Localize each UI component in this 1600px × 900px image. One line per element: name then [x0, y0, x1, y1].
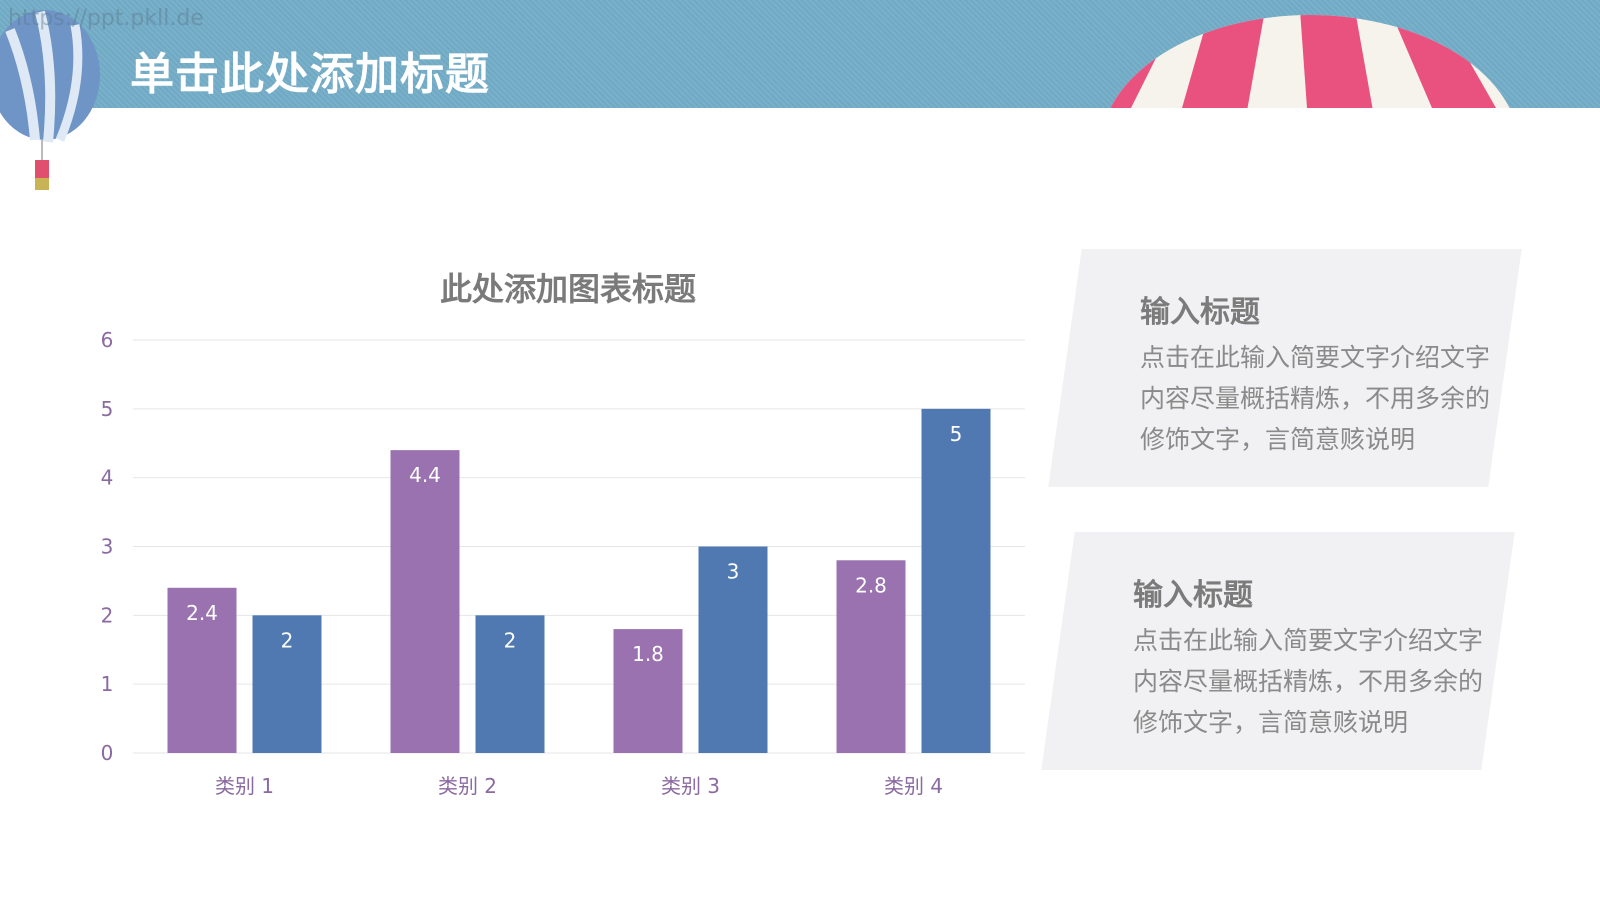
chart-title: 此处添加图表标题 — [440, 270, 696, 308]
card-title[interactable]: 输入标题 — [1140, 295, 1260, 330]
card-body[interactable]: 点击在此输入简要文字介绍文字内容尽量概括精炼，不用多余的修饰文字，言简意赅说明 — [1133, 626, 1484, 737]
info-card-2: 输入标题 点击在此输入简要文字介绍文字内容尽量概括精炼，不用多余的修饰文字，言简… — [1041, 532, 1515, 770]
bar — [475, 615, 545, 753]
bar — [836, 560, 906, 753]
data-label: 2 — [504, 628, 517, 652]
watermark: https://ppt.pkll.de — [8, 6, 204, 31]
x-tick-label: 类别 1 — [215, 774, 274, 798]
bar-chart: 此处添加图表标题 0 1 2 3 4 5 6 类别 1 2.4 2 类别 2 4.4 2 类别 3 1.8 3… — [101, 270, 1025, 798]
y-tick-label: 2 — [101, 603, 114, 627]
slide-title[interactable]: 单击此处添加标题 — [130, 49, 490, 100]
x-tick-label: 类别 2 — [438, 774, 497, 798]
y-tick-label: 6 — [101, 328, 114, 352]
card-body[interactable]: 点击在此输入简要文字介绍文字内容尽量概括精炼，不用多余的修饰文字，言简意赅说明 — [1140, 343, 1491, 454]
data-label: 2.4 — [186, 601, 218, 625]
bar — [252, 615, 322, 753]
data-label: 2.8 — [855, 573, 887, 597]
bar — [613, 629, 683, 753]
x-tick-label: 类别 3 — [661, 774, 720, 798]
bar — [921, 408, 991, 753]
data-label: 4.4 — [409, 463, 441, 487]
y-tick-label: 1 — [101, 672, 114, 696]
data-label: 5 — [950, 422, 963, 446]
data-label: 1.8 — [632, 642, 664, 666]
data-label: 3 — [727, 560, 740, 584]
y-tick-label: 0 — [101, 741, 114, 765]
y-tick-label: 3 — [101, 535, 114, 559]
pink-balloon-image — [1090, 10, 1530, 108]
info-card-1: 输入标题 点击在此输入简要文字介绍文字内容尽量概括精炼，不用多余的修饰文字，言简… — [1048, 249, 1522, 487]
x-tick-label: 类别 4 — [884, 774, 943, 798]
bar — [167, 587, 237, 753]
bar — [698, 546, 768, 753]
y-tick-label: 5 — [101, 397, 114, 421]
card-title[interactable]: 输入标题 — [1133, 578, 1253, 613]
data-label: 2 — [281, 628, 294, 652]
y-tick-label: 4 — [101, 466, 114, 490]
blue-balloon-image — [0, 10, 110, 199]
bar — [390, 450, 460, 753]
